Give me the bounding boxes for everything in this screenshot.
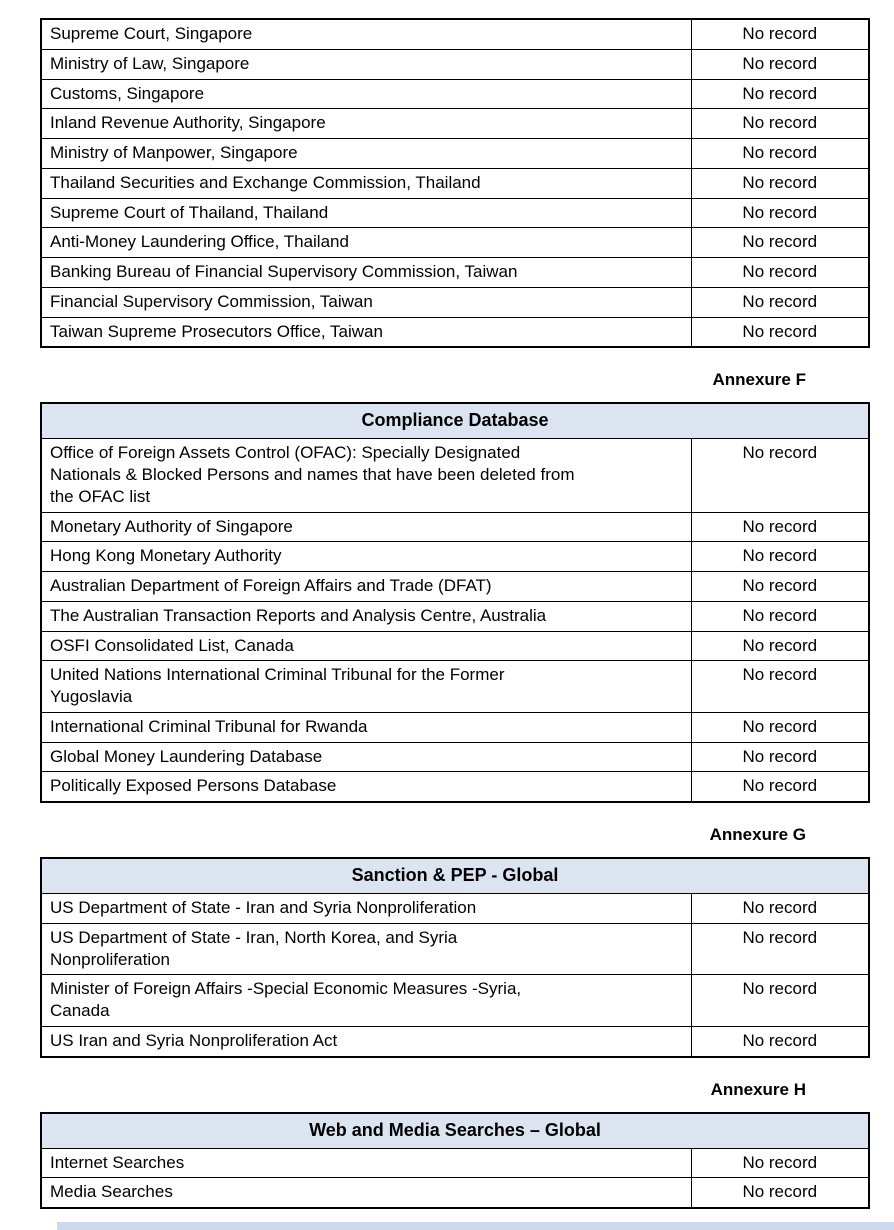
compliance-database-table: Compliance Database Office of Foreign As… [40,402,871,803]
result-cell: No record [690,227,870,258]
table-row: US Department of State - Iran and Syria … [40,893,870,924]
result-cell: No record [690,922,870,976]
screening-table-continued: Supreme Court, Singapore No record Minis… [40,18,870,349]
table-row: US Department of State - Iran, North Kor… [40,922,870,976]
sanction-pep-global-table: Sanction & PEP - Global US Department of… [40,857,871,1058]
source-cell: Australian Department of Foreign Affairs… [40,571,692,602]
table-row: Hong Kong Monetary Authority No record [40,541,870,572]
source-cell: Ministry of Law, Singapore [40,48,692,80]
result-cell: No record [690,197,870,229]
source-cell: Hong Kong Monetary Authority [40,541,692,572]
result-cell: No record [690,571,870,602]
result-cell: No record [690,48,870,80]
table-row: International Criminal Tribunal for Rwan… [40,711,870,743]
result-cell: No record [690,438,870,513]
next-table-header-partial [57,1222,894,1230]
source-cell: OSFI Consolidated List, Canada [40,630,692,662]
source-cell: Thailand Securities and Exchange Commiss… [40,167,692,199]
result-cell: No record [690,741,870,773]
source-cell: Office of Foreign Assets Control (OFAC):… [40,438,692,513]
table-title: Web and Media Searches – Global [40,1112,870,1149]
result-cell: No record [690,974,870,1027]
source-cell: Media Searches [40,1177,692,1209]
source-cell: Supreme Court of Thailand, Thailand [40,197,692,229]
source-cell: Ministry of Manpower, Singapore [40,138,692,169]
result-cell: No record [690,18,870,50]
table-row: Global Money Laundering Database No reco… [40,741,870,773]
document-page: Supreme Court, Singapore No record Minis… [40,18,871,1209]
table-row: Ministry of Manpower, Singapore No recor… [40,138,870,169]
source-cell: US Iran and Syria Nonproliferation Act [40,1025,692,1058]
source-cell: US Department of State - Iran, North Kor… [40,922,692,976]
result-cell: No record [690,660,870,713]
source-cell: Financial Supervisory Commission, Taiwan [40,286,692,318]
result-cell: No record [690,316,870,348]
table-row: The Australian Transaction Reports and A… [40,600,870,632]
source-cell: US Department of State - Iran and Syria … [40,893,692,924]
table-row: OSFI Consolidated List, Canada No record [40,630,870,662]
result-cell: No record [690,1025,870,1058]
annexure-g-label: Annexure G [709,825,806,844]
source-cell: The Australian Transaction Reports and A… [40,600,692,632]
source-cell: Politically Exposed Persons Database [40,771,692,803]
web-media-searches-table: Web and Media Searches – Global Internet… [40,1111,871,1209]
result-cell: No record [690,771,870,803]
source-cell: Inland Revenue Authority, Singapore [40,108,692,139]
table-row: Ministry of Law, Singapore No record [40,48,870,80]
source-cell: Customs, Singapore [40,78,692,110]
source-cell: International Criminal Tribunal for Rwan… [40,711,692,743]
source-cell: Internet Searches [40,1147,692,1179]
result-cell: No record [690,511,870,543]
source-cell: Anti-Money Laundering Office, Thailand [40,227,692,258]
source-cell: Supreme Court, Singapore [40,18,692,50]
table-row: Politically Exposed Persons Database No … [40,771,870,803]
table-row: Thailand Securities and Exchange Commiss… [40,167,870,199]
table-row: Customs, Singapore No record [40,78,870,110]
table-row: Financial Supervisory Commission, Taiwan… [40,286,870,318]
table-row: Office of Foreign Assets Control (OFAC):… [40,438,870,513]
source-cell: Global Money Laundering Database [40,741,692,773]
table-title: Compliance Database [40,402,870,440]
table-row: Monetary Authority of Singapore No recor… [40,511,870,543]
result-cell: No record [690,78,870,110]
table-row: Supreme Court of Thailand, Thailand No r… [40,197,870,229]
table-row: Banking Bureau of Financial Supervisory … [40,257,870,288]
table-row: Taiwan Supreme Prosecutors Office, Taiwa… [40,316,870,348]
annexure-h-label: Annexure H [710,1079,806,1099]
table-row: US Iran and Syria Nonproliferation Act N… [40,1025,870,1058]
table-row: Inland Revenue Authority, Singapore No r… [40,108,870,139]
table-title: Sanction & PEP - Global [40,857,870,894]
result-cell: No record [690,138,870,169]
table-row: Internet Searches No record [40,1147,870,1179]
result-cell: No record [690,167,870,199]
result-cell: No record [690,630,870,662]
source-cell: Banking Bureau of Financial Supervisory … [40,257,692,288]
table-row: Anti-Money Laundering Office, Thailand N… [40,227,870,258]
table-row: Minister of Foreign Affairs -Special Eco… [40,974,870,1027]
result-cell: No record [690,286,870,318]
source-cell: Monetary Authority of Singapore [40,511,692,543]
source-cell: Minister of Foreign Affairs -Special Eco… [40,974,692,1027]
table-row: Supreme Court, Singapore No record [40,18,870,50]
result-cell: No record [690,1147,870,1179]
result-cell: No record [690,893,870,924]
source-cell: Taiwan Supreme Prosecutors Office, Taiwa… [40,316,692,348]
result-cell: No record [690,1177,870,1209]
table-row: Media Searches No record [40,1177,870,1209]
table-row: United Nations International Criminal Tr… [40,660,870,713]
result-cell: No record [690,600,870,632]
result-cell: No record [690,541,870,572]
table-row: Australian Department of Foreign Affairs… [40,571,870,602]
result-cell: No record [690,257,870,288]
annexure-f-label: Annexure F [712,370,806,390]
result-cell: No record [690,108,870,139]
source-cell: United Nations International Criminal Tr… [40,660,692,713]
result-cell: No record [690,711,870,743]
